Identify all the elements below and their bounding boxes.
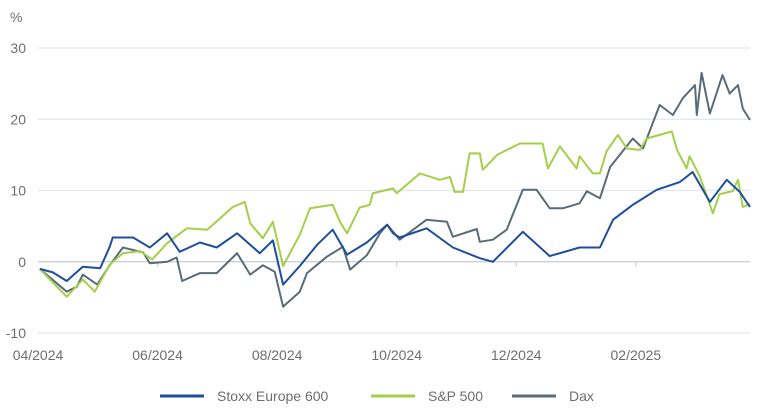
y-tick-label: -10	[6, 325, 26, 341]
legend-label: Stoxx Europe 600	[217, 388, 329, 404]
y-axis: -10 0 10 20 30	[6, 40, 26, 341]
y-tick-label: 30	[10, 40, 26, 56]
legend-item: Dax	[512, 388, 594, 404]
y-axis-unit-label: %	[10, 9, 22, 25]
x-tick-label: 06/2024	[132, 347, 183, 363]
x-tick-label: 10/2024	[371, 347, 422, 363]
legend-label: Dax	[569, 388, 594, 404]
x-axis: 04/2024 06/2024 08/2024 10/2024 12/2024 02/20…	[13, 261, 662, 363]
legend: Stoxx Europe 600 S&P 500 Dax	[160, 388, 594, 404]
x-tick-label: 12/2024	[491, 347, 542, 363]
series-lines	[39, 71, 751, 308]
y-tick-label: 0	[18, 254, 26, 270]
legend-label: S&P 500	[428, 388, 483, 404]
x-tick-label: 08/2024	[252, 347, 303, 363]
legend-item: Stoxx Europe 600	[160, 388, 329, 404]
y-tick-label: 10	[10, 183, 26, 199]
legend-item: S&P 500	[371, 388, 483, 404]
series-line-stoxx-europe-600	[39, 171, 751, 286]
series-line-s-p-500	[39, 130, 751, 298]
y-tick-label: 20	[10, 111, 26, 127]
series-line-dax	[39, 71, 751, 308]
x-tick-label: 04/2024	[13, 347, 64, 363]
x-tick-label: 02/2025	[611, 347, 662, 363]
